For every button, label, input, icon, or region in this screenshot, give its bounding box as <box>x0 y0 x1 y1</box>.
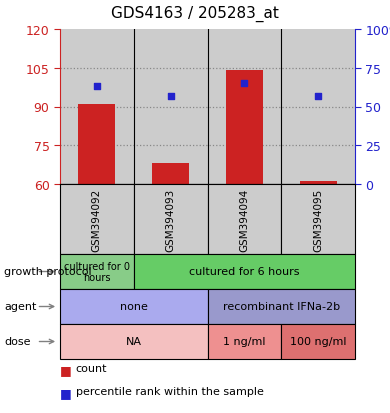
Bar <box>60 30 134 185</box>
Text: ■: ■ <box>60 363 72 376</box>
Text: ■: ■ <box>60 386 72 399</box>
Bar <box>134 30 207 185</box>
Point <box>315 93 321 100</box>
Text: cultured for 0
hours: cultured for 0 hours <box>64 261 130 282</box>
Text: GDS4163 / 205283_at: GDS4163 / 205283_at <box>111 5 279 21</box>
Bar <box>207 30 281 185</box>
Text: GSM394094: GSM394094 <box>239 188 249 251</box>
Text: count: count <box>76 363 107 373</box>
Text: growth protocol: growth protocol <box>4 267 92 277</box>
Text: NA: NA <box>126 337 142 347</box>
Text: GSM394093: GSM394093 <box>166 188 176 251</box>
Bar <box>226 71 263 185</box>
Text: agent: agent <box>4 302 36 312</box>
Text: recombinant IFNa-2b: recombinant IFNa-2b <box>223 302 340 312</box>
Point <box>94 84 100 90</box>
Bar <box>152 164 189 185</box>
Point <box>168 93 174 100</box>
Text: cultured for 6 hours: cultured for 6 hours <box>189 267 300 277</box>
Text: GSM394092: GSM394092 <box>92 188 102 251</box>
Text: none: none <box>120 302 148 312</box>
Text: GSM394095: GSM394095 <box>313 188 323 251</box>
Bar <box>78 104 115 185</box>
Bar <box>300 182 337 185</box>
Bar <box>281 30 355 185</box>
Text: 100 ng/ml: 100 ng/ml <box>290 337 346 347</box>
Text: percentile rank within the sample: percentile rank within the sample <box>76 386 264 396</box>
Point <box>241 81 248 88</box>
Text: 1 ng/ml: 1 ng/ml <box>223 337 266 347</box>
Text: dose: dose <box>4 337 30 347</box>
